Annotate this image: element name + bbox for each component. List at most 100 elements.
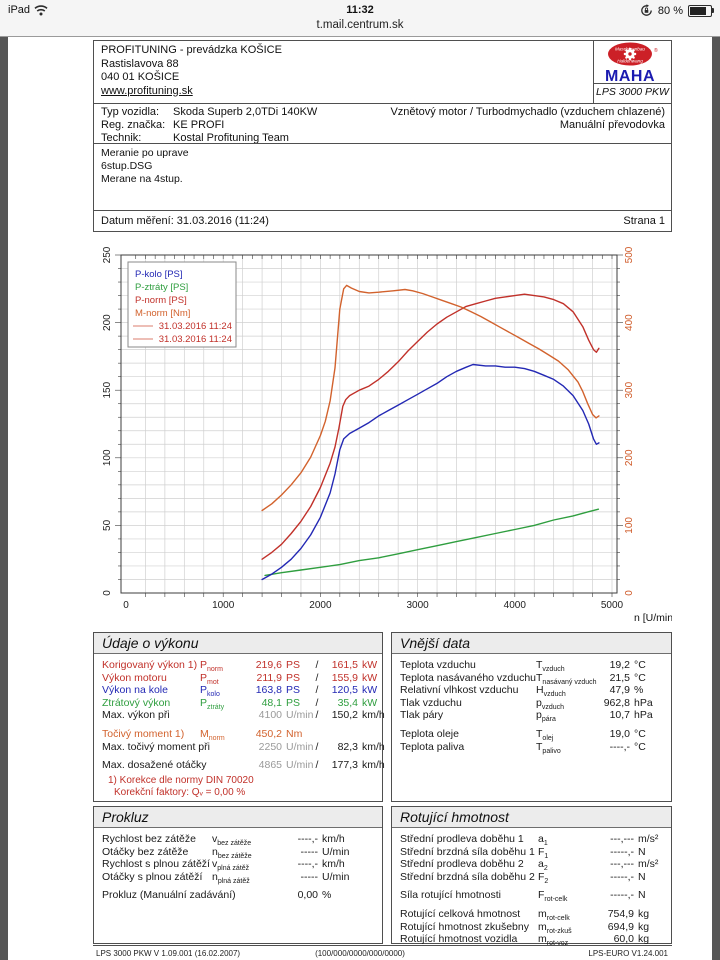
svg-text:1000: 1000 <box>212 600 235 611</box>
measurement-date: Datum měření: 31.03.2016 (11:24) <box>101 215 269 227</box>
svg-text:0: 0 <box>123 600 129 611</box>
svg-text:P-ztráty [PS]: P-ztráty [PS] <box>135 282 188 293</box>
logo-reg-mark: ® <box>654 47 658 54</box>
logo-word: MAHA <box>605 68 655 85</box>
series-m-norm <box>261 284 600 512</box>
svg-text:300: 300 <box>624 381 635 398</box>
maha-logo: Maschinenbau Haldenwang ® MAHA <box>605 42 658 85</box>
svg-text:250: 250 <box>102 246 113 263</box>
table-row: Rotující celková hmotnost mrot-celk 754,9 k… <box>400 907 650 923</box>
table-row: Výkon motoru Pmot 211,9 PS/155,9 kW <box>102 671 378 686</box>
gearbox-type: Manuální převodovka <box>559 119 665 131</box>
svg-text:P-norm [PS]: P-norm [PS] <box>135 295 187 306</box>
note-line: Meranie po uprave <box>101 147 189 159</box>
table-row: Tlak páry ppára 10,7 hPa <box>400 709 653 724</box>
table-row: Rotující hmotnost zkušebny mrot-zkuš 694,9… <box>400 920 650 935</box>
measurement-date-box: Datum měření: 31.03.2016 (11:24) Strana … <box>93 210 672 232</box>
vehicle-box: Typ vozidla: Skoda Superb 2,0TDi 140KW Re… <box>93 103 672 144</box>
dyno-chart-svg: 0 1000 2000 3000 4000 50000501001502002500100… <box>102 246 676 624</box>
series-p-kolo <box>261 363 600 581</box>
svg-text:2000: 2000 <box>309 600 332 611</box>
table-row: Tlak vzduchu pvzduch 962,8 hPa <box>400 696 653 711</box>
note-line: Merane na 4stup. <box>101 173 183 185</box>
chart-legend <box>127 261 237 348</box>
svg-text:100: 100 <box>624 517 635 534</box>
battery-icon <box>688 4 714 17</box>
ambient-data-table: Vnější data Teplota vzduchu Tvzduch 19,2 °C… <box>391 632 672 802</box>
vehicle-plate-value: KE PROFI <box>173 119 225 131</box>
vehicle-type-label: Typ vozidla: <box>101 106 160 118</box>
wifi-icon <box>34 4 48 15</box>
company-website-link[interactable]: www.profituning.sk <box>101 84 193 97</box>
svg-text:200: 200 <box>102 314 113 331</box>
table-row: Střední prodleva doběhu 2 a2 ---,--- m/s² <box>400 858 659 873</box>
battery-percent: 80 % <box>657 4 683 17</box>
svg-text:200: 200 <box>624 449 635 466</box>
footer-right: LPS-EURO V1.24.001 <box>588 949 668 958</box>
series-p-ztráty <box>264 508 600 577</box>
note-line: 6stup.DSG <box>101 160 153 172</box>
table-row: Rotující hmotnost vozidla mrot-voz 60,0 kg <box>400 933 650 948</box>
footer-left: LPS 3000 PKW V 1.09.001 (16.02.2007) <box>96 949 241 958</box>
vehicle-plate-label: Reg. značka: <box>101 119 166 131</box>
table-row: Prokluz (Manuální zadávání) 0,00% <box>102 889 332 902</box>
svg-text:P-kolo [PS]: P-kolo [PS] <box>135 269 183 280</box>
table-row: Max. dosažené otáčky 4865 U/min/177,3 km/h <box>102 759 385 772</box>
table-row: Výkon na kole Pkolo 163,8 PS/120,5 kW <box>102 684 378 699</box>
rotation-lock-icon <box>641 4 652 16</box>
svg-text:50: 50 <box>102 519 113 531</box>
table-row: Teplota oleje Tolej 19,0 °C <box>400 727 646 743</box>
vehicle-technician-label: Technik: <box>101 132 142 144</box>
logo-model-label: LPS 3000 PKW <box>594 83 671 103</box>
page-number: Strana 1 <box>623 215 665 227</box>
dyno-chart: 0 1000 2000 3000 4000 5000 0 50 100 150 200 250 0 100… <box>93 232 676 632</box>
table-row: Teplota vzduchu Tvzduch 19,2 °C <box>400 659 646 674</box>
svg-text:400: 400 <box>624 314 635 331</box>
notes-box: Meranie po uprave 6stup.DSG Merane na 4s… <box>93 143 672 211</box>
footer-center: (100/000/0000/000/0000) <box>315 949 405 958</box>
svg-text:4000: 4000 <box>504 600 527 611</box>
table-row: Otáčky s plnou zátěží nplná zátěž ----- U/m… <box>102 870 350 885</box>
table-row: Střední brzdná síla doběhu 1 F1 -----,- N <box>400 845 646 860</box>
svg-text:Haldenwang: Haldenwang <box>617 59 643 64</box>
vehicle-technician-value: Kostal Profituning Team <box>173 132 289 144</box>
svg-text:100: 100 <box>102 449 113 466</box>
ambient-data-title: Vnější data <box>392 633 671 654</box>
browser-top-bar: iPad 11:32 80 % t.mail.centrum.sk <box>0 0 720 37</box>
table-row: Síla rotující hmotnosti Frot-celk -----,- N <box>400 889 646 904</box>
company-address1: Rastislavova 88 <box>101 57 179 70</box>
slip-table: Prokluz Rychlost bez zátěže vbez zátěže --… <box>93 806 383 944</box>
rotating-mass-title: Rotující hmotnost <box>392 807 671 828</box>
svg-text:0: 0 <box>624 590 635 596</box>
company-address2: 040 01 KOŠICE <box>101 71 180 83</box>
svg-text:M-norm [Nm]: M-norm [Nm] <box>135 308 190 319</box>
table-row: Teplota nasávaného vzduchu Tnasávaný vzdu… <box>400 671 646 686</box>
svg-text:0: 0 <box>102 590 113 596</box>
svg-text:500: 500 <box>624 246 635 263</box>
table-row: Korigovaný výkon 1) Pnorm 219,6 PS/161,5 kW <box>102 659 378 674</box>
table-row: Teplota paliva Tpalivo ----,- °C <box>400 740 646 755</box>
svg-text:5000: 5000 <box>601 600 624 611</box>
footer-rule <box>93 945 672 946</box>
status-time: 11:32 <box>346 4 374 16</box>
address-bar[interactable]: t.mail.centrum.sk <box>316 19 404 31</box>
correction-footnote-1: 1) Korekce dle normy DIN 70020 <box>108 775 254 786</box>
company-name: PROFITUNING - prevádzka KOŠICE <box>101 44 282 56</box>
table-row: Točivý moment 1) Mnorm 450,2 Nm <box>102 727 303 743</box>
status-bar: iPad 11:32 80 % <box>0 0 720 20</box>
correction-footnote-2: Korekční faktory: Qᵥ = 0,00 % <box>114 787 246 798</box>
table-row: Rychlost bez zátěže vbez zátěže ----,- km/h <box>102 833 345 848</box>
device-label: iPad <box>8 4 31 16</box>
maha-logo-box: Maschinenbau Haldenwang ® MAHA LPS 3000 … <box>593 41 671 103</box>
letterhead-box: PROFITUNING - prevádzka KOŠICE Rastislav… <box>93 40 672 104</box>
table-row: Ztrátový výkon Pztráty 48,1 PS/35,4 kW <box>102 696 378 711</box>
performance-table-title: Údaje o výkonu <box>94 633 382 654</box>
performance-table: Údaje o výkonu Korigovaný výkon 1) Pnorm 2… <box>93 632 385 802</box>
series-p-norm <box>261 293 600 560</box>
svg-text:150: 150 <box>102 381 113 398</box>
engine-type: Vznětový motor / Turbodmychadlo (vzduche… <box>390 106 665 118</box>
svg-text:n [U/min]: n [U/min] <box>634 612 672 624</box>
table-row: Max. točivý moment při 2250 U/min/82,3 km/h <box>102 740 385 753</box>
table-row: Otáčky bez zátěže nbez zátěže ----- U/min <box>102 845 350 860</box>
